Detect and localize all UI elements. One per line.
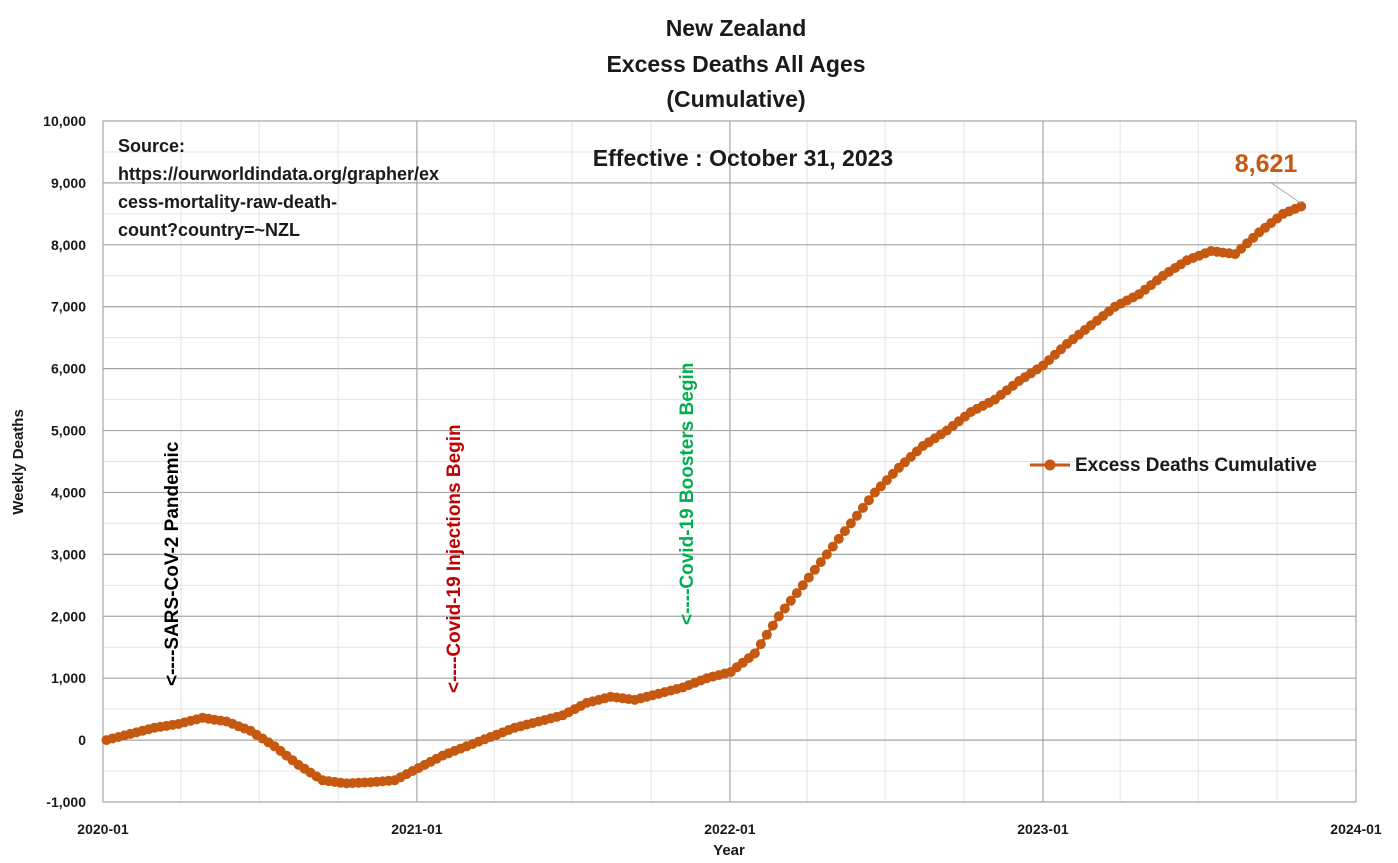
source-note-line-1: Source: <box>118 136 185 156</box>
data-point <box>875 481 886 492</box>
source-note-line-3: cess-mortality-raw-death- <box>118 192 337 212</box>
y-tick-label: 3,000 <box>51 546 86 562</box>
data-point <box>1296 201 1307 212</box>
data-point <box>797 580 808 591</box>
data-point <box>815 557 826 568</box>
source-note-line-4: count?country=~NZL <box>118 220 300 240</box>
plot-area-border <box>102 120 1357 803</box>
data-point <box>851 510 862 521</box>
annotation-boosters: <----Covid-19 Boosters Begin <box>677 363 698 625</box>
x-tick-label: 2021-01 <box>391 821 443 837</box>
y-tick-label: 4,000 <box>51 484 86 500</box>
legend: Excess Deaths Cumulative <box>1030 455 1317 476</box>
y-tick-label: 7,000 <box>51 299 86 315</box>
annotation-injections: <----Covid-19 Injections Begin <box>444 424 465 693</box>
source-note-line-2: https://ourworldindata.org/grapher/ex <box>118 164 439 184</box>
annotation-pandemic: <----SARS-CoV-2 Pandemic <box>162 441 183 686</box>
effective-date-label: Effective : October 31, 2023 <box>593 145 893 171</box>
last-value-label: 8,621 <box>1235 150 1298 178</box>
data-point <box>791 588 802 599</box>
data-point <box>785 595 796 606</box>
x-axis-tick-labels: 2020-01 2021-01 2022-01 2023-01 2024-01 <box>77 821 1382 837</box>
data-point <box>761 629 772 640</box>
data-point <box>869 487 880 498</box>
legend-marker <box>1044 459 1056 471</box>
data-point <box>821 549 832 560</box>
data-point <box>773 611 784 622</box>
data-point <box>863 495 874 506</box>
data-point <box>809 564 820 575</box>
data-point <box>887 468 898 479</box>
data-point <box>833 533 844 544</box>
y-axis-tick-labels: -1,000 0 1,000 2,000 3,000 4,000 5,000 6,000 7,0… <box>43 113 86 810</box>
y-tick-label: 0 <box>78 732 86 748</box>
y-tick-label: 8,000 <box>51 237 86 253</box>
data-point <box>767 620 778 631</box>
y-tick-label: -1,000 <box>46 794 86 810</box>
x-tick-label: 2022-01 <box>704 821 756 837</box>
x-tick-label: 2020-01 <box>77 821 129 837</box>
minor-gridlines <box>103 121 1356 802</box>
y-tick-label: 5,000 <box>51 423 86 439</box>
data-point <box>803 572 814 583</box>
last-value-leader-line <box>1269 181 1302 204</box>
y-tick-label: 2,000 <box>51 608 86 624</box>
data-point <box>857 502 868 513</box>
y-tick-label: 6,000 <box>51 361 86 377</box>
data-point <box>839 526 850 537</box>
y-axis-title: Weekly Deaths <box>10 409 27 515</box>
data-point <box>845 518 856 529</box>
data-point <box>749 648 760 659</box>
data-point <box>779 603 790 614</box>
data-point <box>755 639 766 650</box>
x-tick-label: 2024-01 <box>1330 821 1382 837</box>
series-markers <box>101 201 1307 789</box>
y-tick-label: 1,000 <box>51 670 86 686</box>
chart-title-line-3: (Cumulative) <box>666 86 805 112</box>
data-point <box>881 475 892 486</box>
y-tick-label: 9,000 <box>51 175 86 191</box>
data-point <box>827 541 838 552</box>
legend-label: Excess Deaths Cumulative <box>1075 455 1317 476</box>
chart-title-line-1: New Zealand <box>666 15 807 41</box>
x-tick-label: 2023-01 <box>1017 821 1069 837</box>
x-axis-title: Year <box>713 842 745 859</box>
chart-title-line-2: Excess Deaths All Ages <box>606 51 865 77</box>
y-tick-label: 10,000 <box>43 113 86 129</box>
